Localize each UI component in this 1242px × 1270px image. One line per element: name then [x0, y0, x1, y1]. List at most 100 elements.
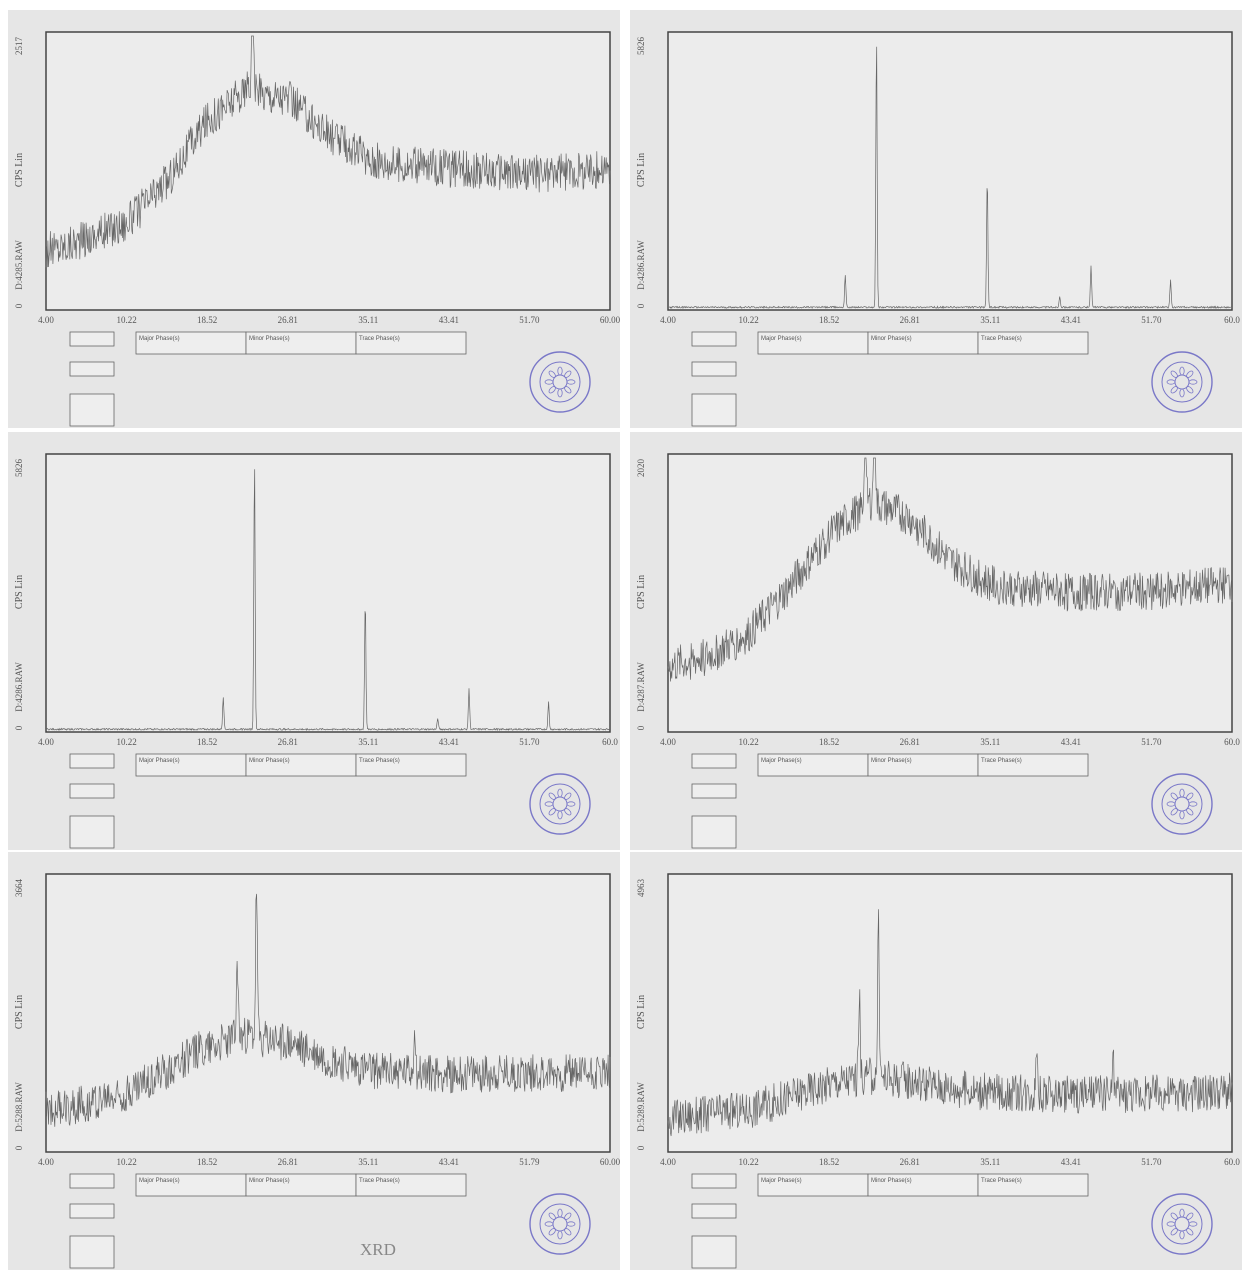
x-tick-label: 43.41 [1061, 737, 1081, 747]
xrd-chart: CPS Lin D:5288.RAW 3664 0 4.00 10.22 18.52 26.8… [14, 873, 620, 1269]
diffraction-trace [667, 457, 1233, 682]
diffraction-trace [668, 46, 1233, 310]
x-tick-label: 26.81 [900, 1157, 920, 1167]
y-min-tick: 0 [636, 1145, 646, 1150]
sample-box [69, 1173, 115, 1189]
x-tick-label: 35.11 [980, 737, 1000, 747]
operator-box [691, 361, 737, 377]
operator-box [691, 783, 737, 799]
y-axis-label: CPS Lin [14, 575, 25, 609]
lab-stamp [1151, 773, 1213, 835]
x-tick-label: 51.79 [519, 1157, 540, 1167]
x-tick-label: 26.81 [900, 315, 920, 325]
diffraction-trace [45, 893, 611, 1127]
minor-phase-label: Minor Phase(s) [249, 758, 290, 764]
trace-phase-box [977, 331, 1089, 355]
major-phase-label: Major Phase(s) [139, 1178, 180, 1184]
plot-frame [667, 31, 1233, 311]
x-tick-label: 4.00 [660, 1157, 676, 1167]
minor-phase-label: Minor Phase(s) [871, 336, 912, 342]
x-tick-label: 18.52 [197, 315, 217, 325]
x-tick-label: 10.22 [738, 737, 758, 747]
trace-phase-label: Trace Phase(s) [981, 758, 1022, 764]
xrd-panel-4: CPS Lin D:4287.RAW 2020 0 4.00 10.22 18.52 26.8… [630, 432, 1242, 850]
minor-phase-label: Minor Phase(s) [871, 758, 912, 764]
trace-phase-box [355, 331, 467, 355]
y-max-tick: 3664 [14, 879, 24, 898]
x-tick-label: 35.11 [980, 315, 1000, 325]
plot-frame [45, 873, 611, 1153]
major-phase-label: Major Phase(s) [761, 758, 802, 764]
x-tick-label: 18.52 [819, 315, 839, 325]
y-axis-label: CPS Lin [636, 995, 647, 1029]
parameters-box [691, 393, 737, 427]
x-tick-label: 18.52 [197, 737, 217, 747]
operator-box [69, 1203, 115, 1219]
major-phase-label: Major Phase(s) [139, 336, 180, 342]
xrd-chart: CPS Lin D:4287.RAW 2020 0 4.00 10.22 18.52 26.8… [636, 453, 1240, 849]
x-tick-label: 51.70 [1141, 1157, 1162, 1167]
sample-box [69, 331, 115, 347]
x-tick-label: 18.52 [819, 737, 839, 747]
diffraction-trace [45, 469, 611, 732]
major-phase-label: Major Phase(s) [761, 336, 802, 342]
plot-frame [45, 453, 611, 733]
x-tick-label: 10.22 [116, 315, 136, 325]
x-tick-label: 51.70 [1141, 315, 1162, 325]
x-tick-label: 35.11 [980, 1157, 1000, 1167]
file-name-label: D:5289.RAW [636, 1082, 646, 1132]
trace-phase-label: Trace Phase(s) [359, 1178, 400, 1184]
lab-stamp [1151, 351, 1213, 413]
figure-caption: XRD [360, 1240, 396, 1259]
lab-stamp [529, 1193, 591, 1255]
trace-phase-box [355, 1173, 467, 1197]
x-tick-label: 18.52 [197, 1157, 217, 1167]
operator-box [691, 1203, 737, 1219]
x-tick-label: 35.11 [358, 1157, 378, 1167]
major-phase-label: Major Phase(s) [761, 1178, 802, 1184]
y-axis-label: CPS Lin [14, 995, 25, 1029]
x-tick-label: 43.41 [439, 1157, 459, 1167]
diffraction-trace [45, 35, 611, 268]
minor-phase-label: Minor Phase(s) [871, 1178, 912, 1184]
file-name-label: D:4285.RAW [14, 240, 24, 290]
trace-phase-box [977, 1173, 1089, 1197]
sample-box [691, 331, 737, 347]
x-tick-label: 4.00 [38, 315, 54, 325]
minor-phase-label: Minor Phase(s) [249, 336, 290, 342]
lab-stamp [529, 773, 591, 835]
y-min-tick: 0 [14, 725, 24, 730]
plot-frame [667, 453, 1233, 733]
x-tick-label: 26.81 [278, 315, 298, 325]
xrd-chart: CPS Lin D:5289.RAW 4963 0 4.00 10.22 18.52 26.8… [636, 873, 1240, 1269]
x-tick-label: 26.81 [278, 737, 298, 747]
sample-box [691, 1173, 737, 1189]
xrd-panel-6: CPS Lin D:5289.RAW 4963 0 4.00 10.22 18.52 26.8… [630, 852, 1242, 1270]
trace-phase-label: Trace Phase(s) [359, 758, 400, 764]
y-max-tick: 4963 [636, 879, 646, 898]
x-tick-label: 60.0 [1224, 1157, 1240, 1167]
xrd-panel-3: CPS Lin D:4286.RAW 5826 0 4.00 10.22 18.52 26.8… [8, 432, 620, 850]
xrd-chart: CPS Lin D:4286.RAW 5826 0 4.00 10.22 18.52 26.8… [14, 453, 618, 849]
x-tick-label: 10.22 [738, 315, 758, 325]
x-tick-label: 51.70 [519, 315, 540, 325]
x-tick-label: 26.81 [278, 1157, 298, 1167]
y-max-tick: 5826 [636, 37, 646, 56]
parameters-box [69, 1235, 115, 1269]
x-tick-label: 4.00 [38, 1157, 54, 1167]
y-axis-label: CPS Lin [14, 153, 25, 187]
x-tick-label: 43.41 [439, 315, 459, 325]
lab-stamp [1151, 1193, 1213, 1255]
xrd-panel-2: CPS Lin D:4286.RAW 5826 0 4.00 10.22 18.52 26.8… [630, 10, 1242, 428]
xrd-panel-1: CPS Lin D:4285.RAW 2517 0 4.00 10.22 18.52 26.8… [8, 10, 620, 428]
x-tick-label: 18.52 [819, 1157, 839, 1167]
x-tick-label: 4.00 [660, 315, 676, 325]
trace-phase-box [355, 753, 467, 777]
y-max-tick: 5826 [14, 459, 24, 478]
xrd-chart: CPS Lin D:4285.RAW 2517 0 4.00 10.22 18.52 26.8… [14, 31, 620, 427]
y-min-tick: 0 [636, 303, 646, 308]
major-phase-label: Major Phase(s) [139, 758, 180, 764]
file-name-label: D:5288.RAW [14, 1082, 24, 1132]
y-axis-label: CPS Lin [636, 575, 647, 609]
trace-phase-label: Trace Phase(s) [981, 1178, 1022, 1184]
